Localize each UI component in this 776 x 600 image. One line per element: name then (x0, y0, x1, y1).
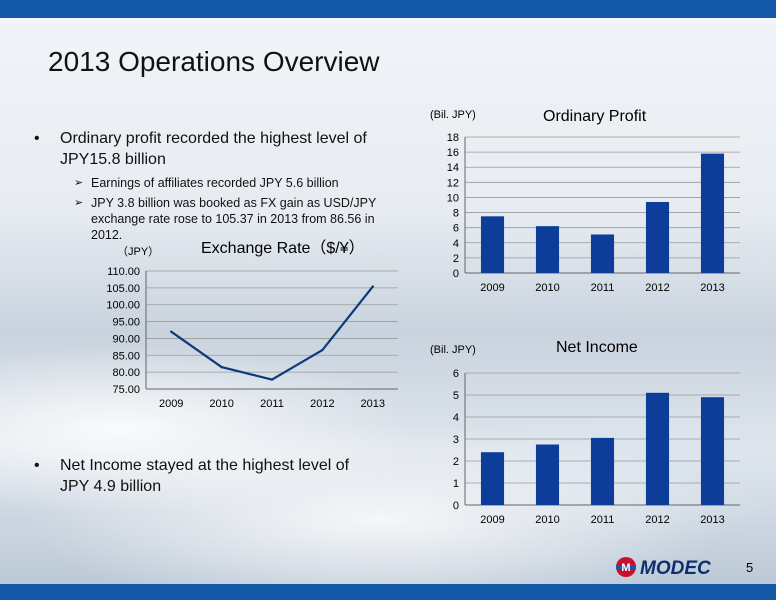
bullet-line: Net Income stayed at the highest level o… (60, 457, 350, 474)
bar (700, 397, 725, 505)
bullet-line: JPY 4.9 billion (60, 478, 162, 495)
logo-mark: M (621, 562, 630, 574)
x-tick-label: 2012 (645, 282, 669, 294)
sub-bullet-line: Earnings of affiliates recorded JPY 5.6 … (91, 176, 339, 190)
chart-title: Net Income (556, 339, 638, 356)
bullet-line: JPY15.8 billion (60, 151, 166, 168)
slide-title: 2013 Operations Overview (48, 46, 380, 77)
bottom-accent-bar (0, 584, 776, 600)
y-tick-label: 14 (447, 162, 459, 174)
bullet-net-income: • Net Income stayed at the highest level… (34, 455, 350, 497)
sub-bullet-line: JPY 3.8 billion was booked as FX gain as… (91, 196, 377, 210)
page-number: 5 (746, 560, 754, 575)
x-tick-label: 2011 (591, 514, 615, 526)
y-tick-label: 1 (453, 478, 459, 490)
x-tick-label: 2011 (260, 398, 284, 410)
x-tick-label: 2012 (645, 514, 669, 526)
bullet-dot-icon: • (34, 130, 40, 147)
x-tick-label: 2010 (535, 282, 559, 294)
sub-bullet-fx-gain: ➢ JPY 3.8 billion was booked as FX gain … (74, 195, 377, 243)
top-accent-bar (0, 0, 776, 18)
y-tick-label: 16 (447, 147, 459, 159)
data-point (170, 330, 173, 333)
y-tick-label: 10 (447, 192, 459, 204)
y-tick-label: 3 (453, 434, 459, 446)
chart-unit-label: （JPY） (117, 245, 159, 258)
x-tick-label: 2009 (159, 398, 183, 410)
x-tick-label: 2012 (310, 398, 334, 410)
bullet-ordinary-profit: • Ordinary profit recorded the highest l… (34, 128, 367, 170)
chart-title: Exchange Rate（$/¥） (201, 239, 365, 257)
y-tick-label: 2 (453, 456, 459, 468)
data-point (270, 378, 274, 381)
x-tick-label: 2010 (535, 514, 559, 526)
sub-bullet-line: exchange rate rose to 105.37 in 2013 fro… (91, 212, 375, 226)
bullet-line: Ordinary profit recorded the highest lev… (60, 130, 367, 147)
chart-title: Ordinary Profit (543, 108, 647, 125)
y-tick-label: 95.00 (112, 317, 140, 329)
chart-unit-label: (Bil. JPY) (430, 344, 476, 356)
bar (645, 392, 670, 505)
y-tick-label: 80.00 (112, 367, 140, 379)
data-point (321, 348, 324, 352)
y-tick-label: 12 (447, 177, 459, 189)
y-tick-label: 4 (453, 412, 459, 424)
y-tick-label: 105.00 (106, 283, 140, 295)
arrow-bullet-icon: ➢ (74, 177, 84, 189)
x-tick-label: 2009 (480, 514, 504, 526)
modec-logo: M MODEC (615, 554, 727, 580)
y-tick-label: 4 (453, 238, 459, 250)
x-tick-label: 2010 (209, 398, 233, 410)
bar (480, 452, 505, 505)
sub-bullet-line: 2012. (91, 228, 123, 242)
bar (535, 226, 560, 273)
data-point (220, 365, 223, 369)
y-tick-label: 8 (453, 208, 459, 220)
x-tick-label: 2009 (480, 282, 504, 294)
y-tick-label: 75.00 (112, 384, 140, 396)
bar (590, 437, 615, 505)
y-tick-label: 0 (453, 500, 459, 512)
y-tick-label: 110.00 (107, 266, 140, 278)
y-tick-label: 6 (453, 368, 459, 380)
y-tick-label: 18 (447, 132, 459, 144)
y-tick-label: 85.00 (112, 350, 140, 362)
y-tick-label: 100.00 (106, 300, 140, 312)
arrow-bullet-icon: ➢ (74, 197, 84, 209)
bullet-dot-icon: • (34, 457, 40, 474)
x-tick-label: 2013 (700, 514, 724, 526)
sub-bullet-affiliates: ➢ Earnings of affiliates recorded JPY 5.… (74, 175, 339, 191)
y-tick-label: 6 (453, 223, 459, 235)
y-tick-label: 5 (453, 390, 459, 402)
chart-unit-label: (Bil. JPY) (430, 109, 476, 121)
bar (700, 153, 725, 273)
bar (480, 216, 505, 273)
x-tick-label: 2011 (591, 282, 615, 294)
logo-text: MODEC (640, 558, 711, 579)
bar (535, 444, 560, 505)
modec-logo-icon: M MODEC (616, 557, 711, 579)
y-tick-label: 0 (453, 268, 459, 280)
y-tick-label: 2 (453, 253, 459, 265)
data-point (371, 285, 374, 288)
bar (645, 201, 670, 273)
bar (590, 234, 615, 273)
y-tick-label: 90.00 (112, 333, 140, 345)
x-tick-label: 2013 (700, 282, 724, 294)
x-tick-label: 2013 (361, 398, 385, 410)
